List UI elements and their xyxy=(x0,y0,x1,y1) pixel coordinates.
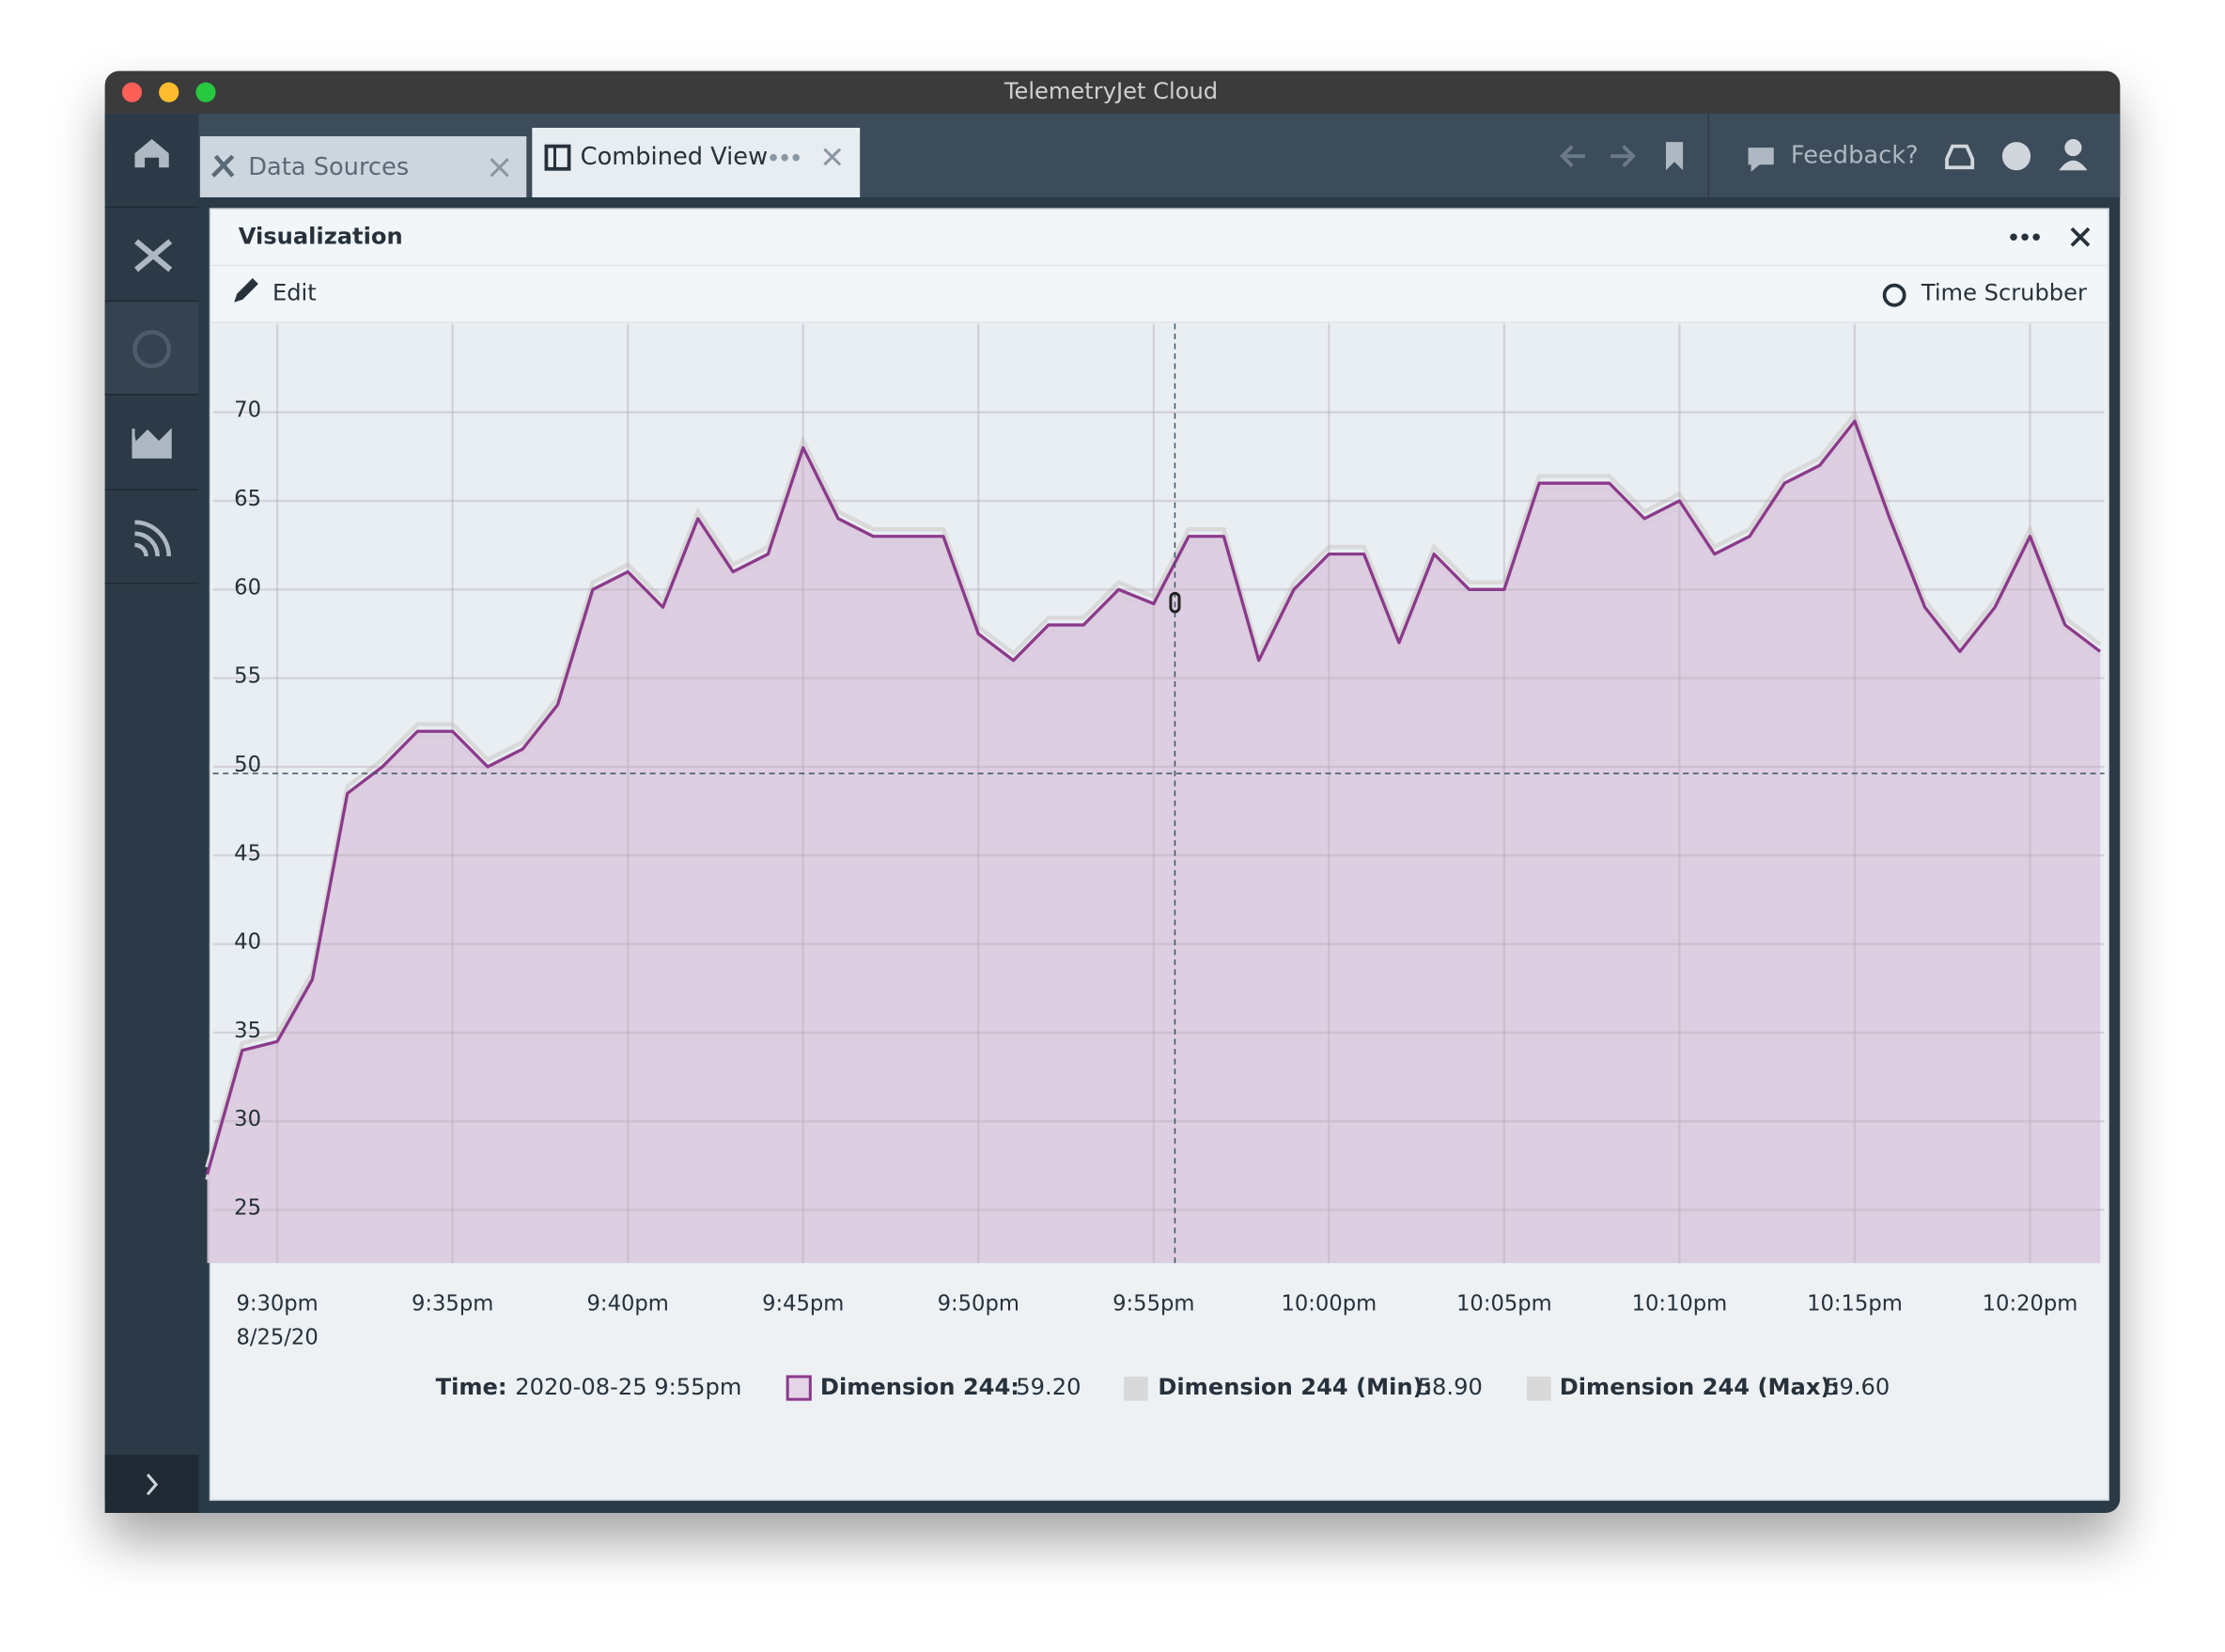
band-line xyxy=(205,409,2102,1168)
panel-title: Visualization xyxy=(239,223,403,249)
y-tick-label: 60 xyxy=(234,575,261,600)
back-button[interactable] xyxy=(1560,145,1585,168)
legend-swatch xyxy=(1124,1376,1148,1401)
hover-marker xyxy=(1169,591,1181,614)
readout-label: Dimension 244: xyxy=(820,1374,1019,1400)
x-tick-label: 10:00pm xyxy=(1281,1291,1377,1316)
y-tick-label: 55 xyxy=(234,664,261,689)
bookmark-button[interactable] xyxy=(1665,142,1684,171)
x-tick-label: 10:15pm xyxy=(1807,1291,1903,1316)
y-tick-label: 65 xyxy=(234,487,261,511)
x-date-label: 8/25/20 xyxy=(236,1326,318,1350)
readout-value: 59.60 xyxy=(1825,1374,1890,1400)
readout: Time: 2020-08-25 9:55pm Dimension 244: 5… xyxy=(436,1374,1890,1401)
legend-swatch xyxy=(786,1375,812,1401)
readout-label: Dimension 244 (Max): xyxy=(1560,1374,1840,1400)
close-button[interactable] xyxy=(121,82,143,102)
y-tick-label: 30 xyxy=(234,1107,261,1131)
forward-button[interactable] xyxy=(1610,145,1636,168)
x-tick-label: 10:20pm xyxy=(1983,1291,2078,1316)
x-tick-label: 9:50pm xyxy=(938,1291,1019,1316)
title-bar xyxy=(104,70,2121,114)
panel-menu[interactable] xyxy=(2010,233,2040,242)
y-tick-label: 25 xyxy=(234,1196,261,1221)
x-tick-label: 10:10pm xyxy=(1632,1291,1728,1316)
sidebar-item-active[interactable] xyxy=(104,302,199,395)
time-scrubber-button[interactable]: Time Scrubber xyxy=(1921,280,2087,306)
y-tick-label: 40 xyxy=(234,930,261,955)
y-tick-label: 35 xyxy=(234,1019,261,1043)
panel-close[interactable] xyxy=(2070,226,2091,247)
satellite-icon[interactable] xyxy=(134,239,173,273)
x-tick-label: 9:30pm xyxy=(236,1291,318,1316)
x-tick-label: 9:55pm xyxy=(1112,1291,1194,1316)
area xyxy=(207,421,2101,1264)
readout-label: Time: xyxy=(436,1374,507,1400)
inbox-button[interactable] xyxy=(1945,144,1975,170)
minimize-button[interactable] xyxy=(159,82,179,102)
chart-icon[interactable] xyxy=(132,428,172,459)
y-tick-label: 70 xyxy=(234,398,261,423)
feedback-icon[interactable] xyxy=(1748,148,1774,172)
x-tick-label: 9:35pm xyxy=(412,1291,493,1316)
readout-value: 59.20 xyxy=(1016,1374,1081,1400)
help-button[interactable] xyxy=(2001,142,2031,171)
tab-active[interactable] xyxy=(532,127,861,197)
line xyxy=(205,419,2102,1176)
expand-icon[interactable] xyxy=(146,1473,159,1496)
tab-icon xyxy=(210,154,235,178)
edit-button[interactable]: Edit xyxy=(272,280,317,306)
readout-value: 2020-08-25 9:55pm xyxy=(515,1374,741,1400)
readout-value: 58.90 xyxy=(1418,1374,1483,1400)
tab[interactable] xyxy=(199,136,527,197)
x-tick-label: 9:40pm xyxy=(587,1291,669,1316)
tab-close[interactable] xyxy=(823,148,842,166)
tab-label[interactable]: Data Sources xyxy=(248,153,409,181)
x-tick-label: 10:05pm xyxy=(1456,1291,1552,1316)
tab-label[interactable]: Combined View xyxy=(581,143,768,171)
home-icon[interactable] xyxy=(134,139,169,168)
zoom-button[interactable] xyxy=(195,82,216,102)
account-button[interactable] xyxy=(2059,160,2088,171)
x-tick-label: 9:45pm xyxy=(762,1291,844,1316)
legend-swatch xyxy=(1526,1376,1551,1401)
y-tick-label: 45 xyxy=(234,841,261,865)
feed-icon[interactable] xyxy=(134,520,171,557)
tab-menu[interactable] xyxy=(770,153,800,162)
tab-close[interactable] xyxy=(490,158,509,178)
timer-icon[interactable] xyxy=(1882,283,1906,307)
feedback-link[interactable]: Feedback? xyxy=(1791,142,1919,170)
expand-bar[interactable] xyxy=(104,1455,199,1513)
edit-icon[interactable] xyxy=(234,278,258,303)
readout-label: Dimension 244 (Min): xyxy=(1158,1374,1432,1400)
window-title: TelemetryJet Cloud xyxy=(1004,78,1218,104)
gauge-icon[interactable] xyxy=(132,330,171,368)
account-button[interactable] xyxy=(2064,139,2082,157)
tab-icon xyxy=(544,144,571,171)
